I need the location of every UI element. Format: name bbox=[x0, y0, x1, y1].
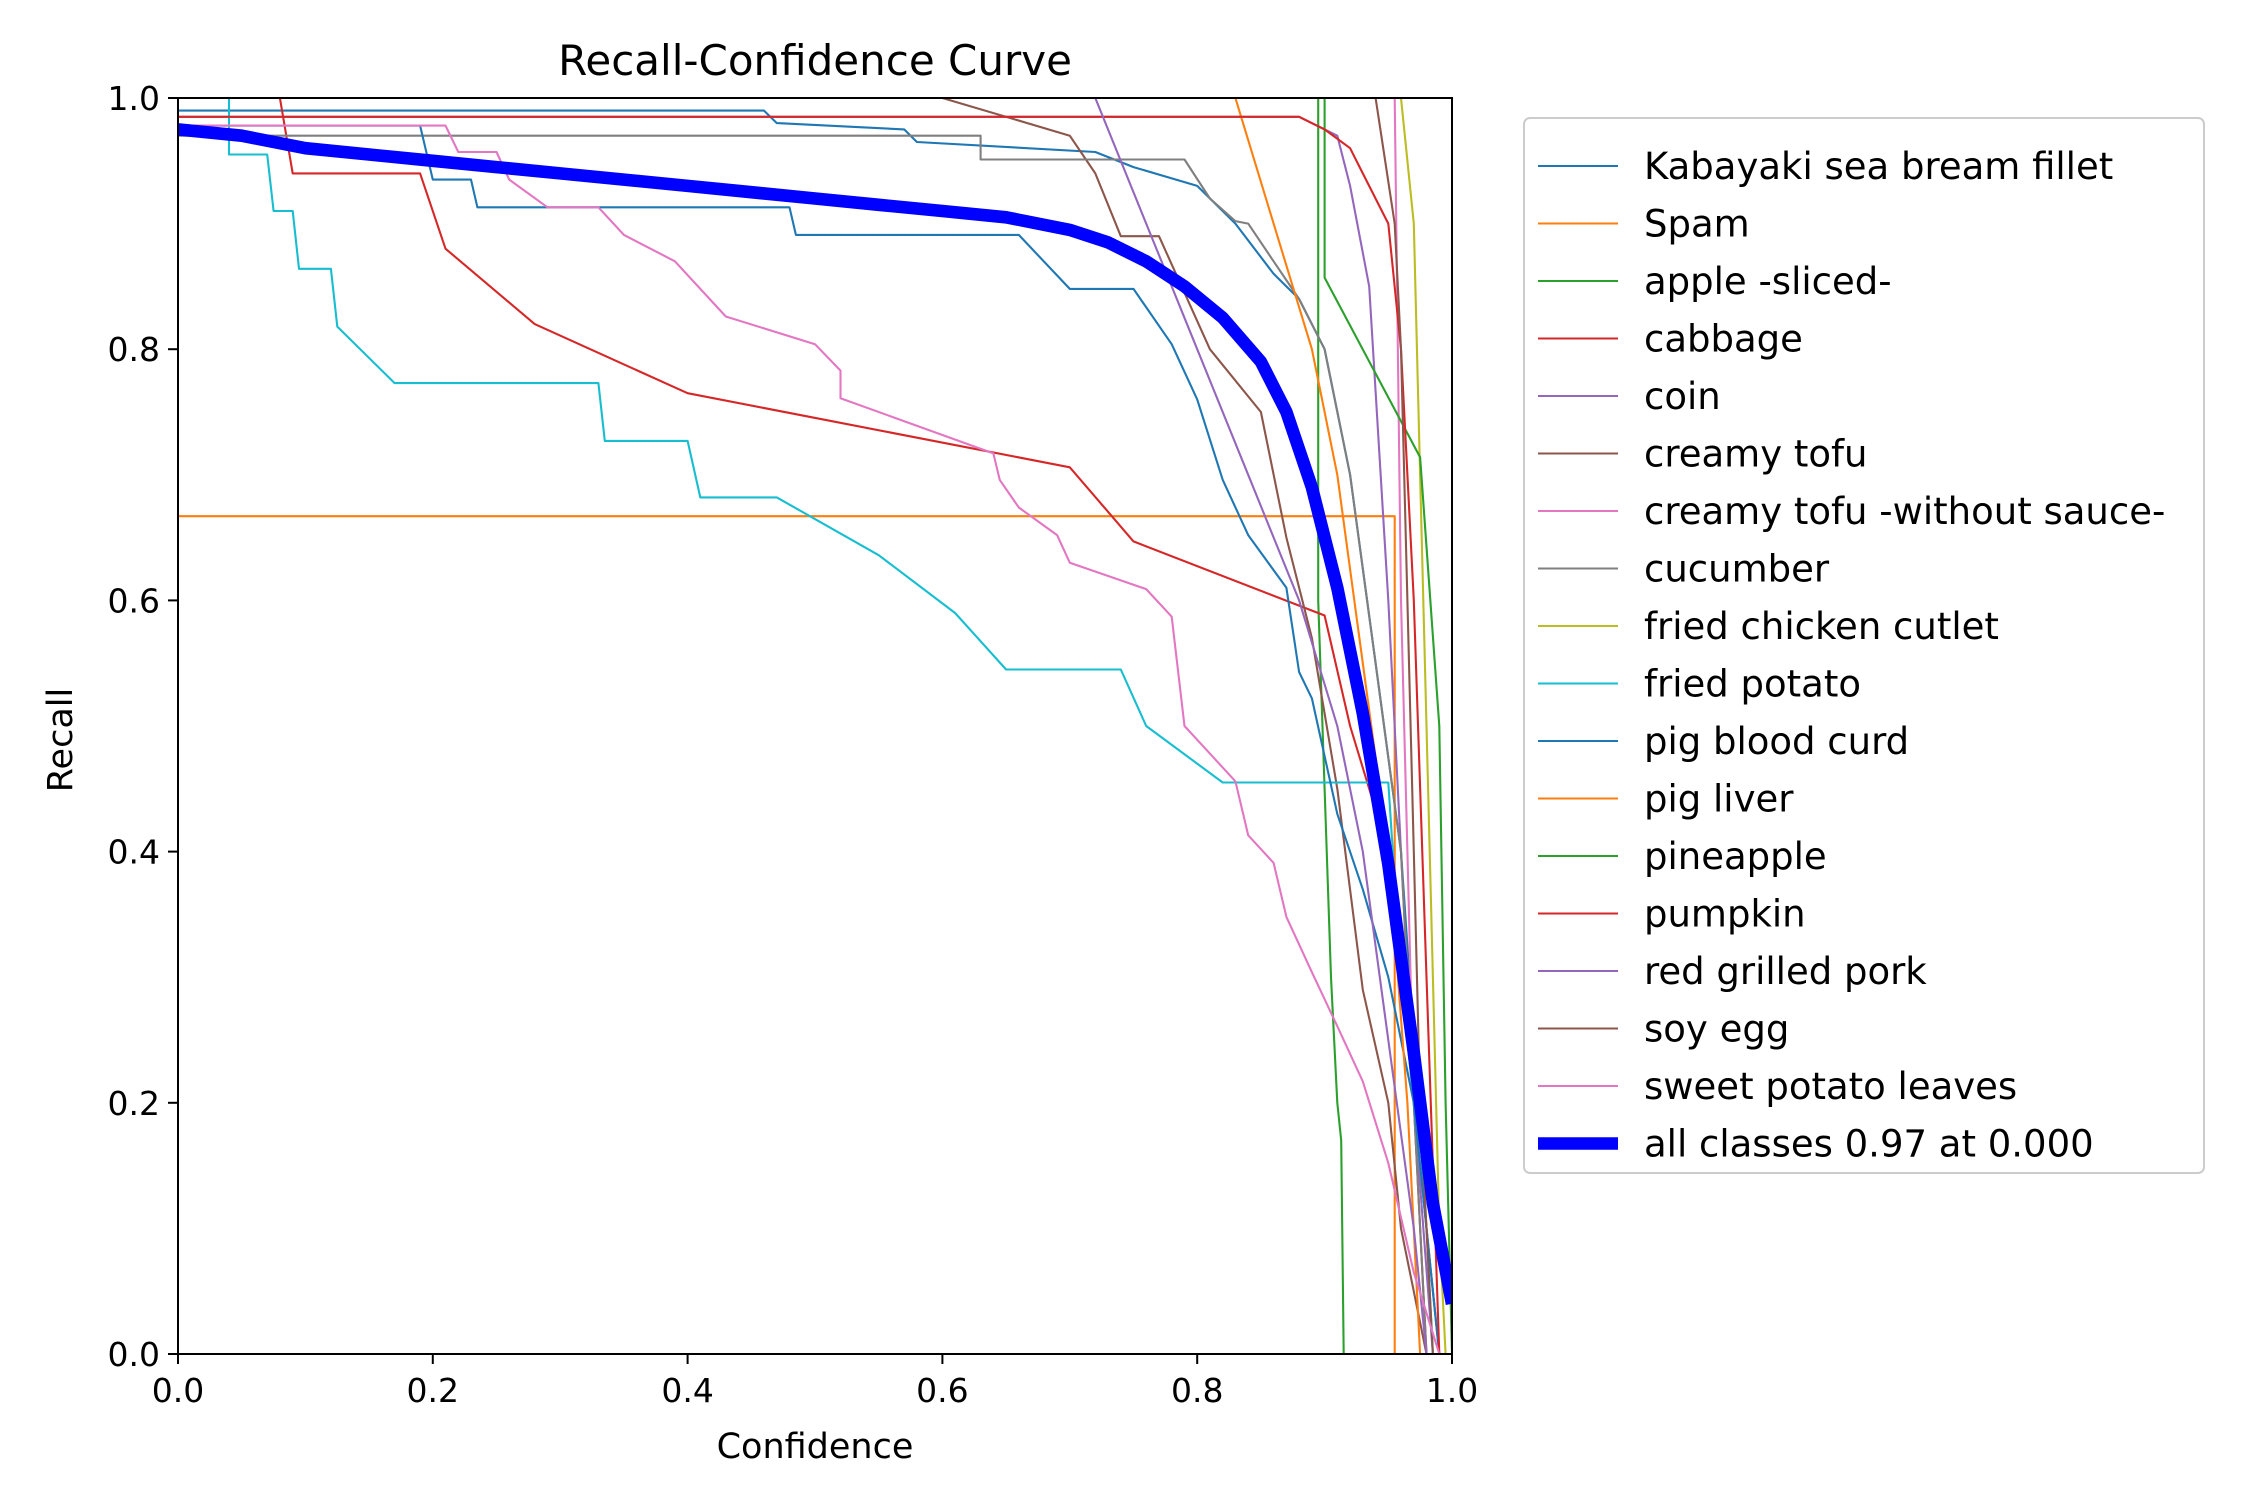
series-line-10 bbox=[178, 124, 1441, 1354]
series-line-11 bbox=[1234, 98, 1422, 1354]
legend-label: red grilled pork bbox=[1644, 950, 1927, 993]
y-tick-label: 0.0 bbox=[108, 1335, 160, 1374]
series-line-1 bbox=[178, 515, 1396, 1354]
legend-label: pig blood curd bbox=[1644, 720, 1909, 763]
legend-label: pumpkin bbox=[1644, 893, 1806, 936]
legend-label: pineapple bbox=[1644, 835, 1827, 878]
series-line-9 bbox=[227, 98, 1434, 1354]
legend-box bbox=[1523, 117, 2205, 1174]
legend-label: cabbage bbox=[1644, 318, 1803, 361]
legend-label: fried chicken cutlet bbox=[1644, 605, 1999, 648]
series-line-3 bbox=[278, 98, 1428, 1354]
series-line-2 bbox=[178, 98, 1345, 1354]
axes-frame bbox=[177, 97, 1453, 1355]
legend-label: cucumber bbox=[1644, 548, 1830, 591]
series-line-5 bbox=[942, 98, 1428, 1354]
plot-area bbox=[177, 97, 1453, 1355]
x-tick-label: 0.2 bbox=[407, 1371, 459, 1410]
legend-label: sweet potato leaves bbox=[1644, 1065, 2017, 1108]
series-line-13 bbox=[178, 115, 1441, 1354]
legend-label: creamy tofu bbox=[1644, 433, 1868, 476]
x-tick-label: 0.4 bbox=[661, 1371, 713, 1410]
legend-label: Kabayaki sea bream fillet bbox=[1644, 145, 2113, 188]
x-tick-label: 1.0 bbox=[1426, 1371, 1478, 1410]
series-line-0 bbox=[178, 109, 1441, 1354]
y-axis: 0.0 0.2 0.4 0.6 0.8 1.0 bbox=[108, 79, 178, 1374]
legend-label: creamy tofu -without sauce- bbox=[1644, 490, 2165, 533]
legend-label: coin bbox=[1644, 375, 1721, 418]
series-line-17 bbox=[178, 123, 1452, 1305]
legend-label: fried potato bbox=[1644, 663, 1861, 706]
series-line-7 bbox=[178, 134, 1428, 1354]
legend-label: Spam bbox=[1644, 203, 1750, 246]
legend-label: apple -sliced- bbox=[1644, 260, 1892, 303]
series-line-4 bbox=[178, 115, 1434, 1354]
legend-label: pig liver bbox=[1644, 778, 1794, 821]
y-tick-label: 0.8 bbox=[108, 330, 160, 369]
series-line-14 bbox=[1094, 98, 1428, 1354]
chart-title: Recall-Confidence Curve bbox=[558, 36, 1072, 85]
y-axis-label: Recall bbox=[41, 688, 81, 792]
x-axis: 0.0 0.2 0.4 0.6 0.8 1.0 bbox=[152, 1354, 1478, 1410]
x-tick-label: 0.8 bbox=[1171, 1371, 1223, 1410]
series-line-16 bbox=[178, 124, 1441, 1354]
y-tick-label: 1.0 bbox=[108, 79, 160, 118]
legend: Kabayaki sea bream fillet Spam apple -slic… bbox=[1523, 117, 2205, 1174]
legend-label: soy egg bbox=[1644, 1008, 1789, 1051]
series-lines bbox=[178, 98, 1452, 1354]
x-axis-label: Confidence bbox=[717, 1427, 914, 1467]
y-tick-label: 0.6 bbox=[108, 581, 160, 620]
x-tick-label: 0.0 bbox=[152, 1371, 204, 1410]
y-tick-label: 0.4 bbox=[108, 833, 160, 872]
y-tick-label: 0.2 bbox=[108, 1084, 160, 1123]
x-tick-label: 0.6 bbox=[916, 1371, 968, 1410]
series-line-12 bbox=[1323, 98, 1452, 1354]
legend-label: all classes 0.97 at 0.000 bbox=[1644, 1123, 2094, 1166]
